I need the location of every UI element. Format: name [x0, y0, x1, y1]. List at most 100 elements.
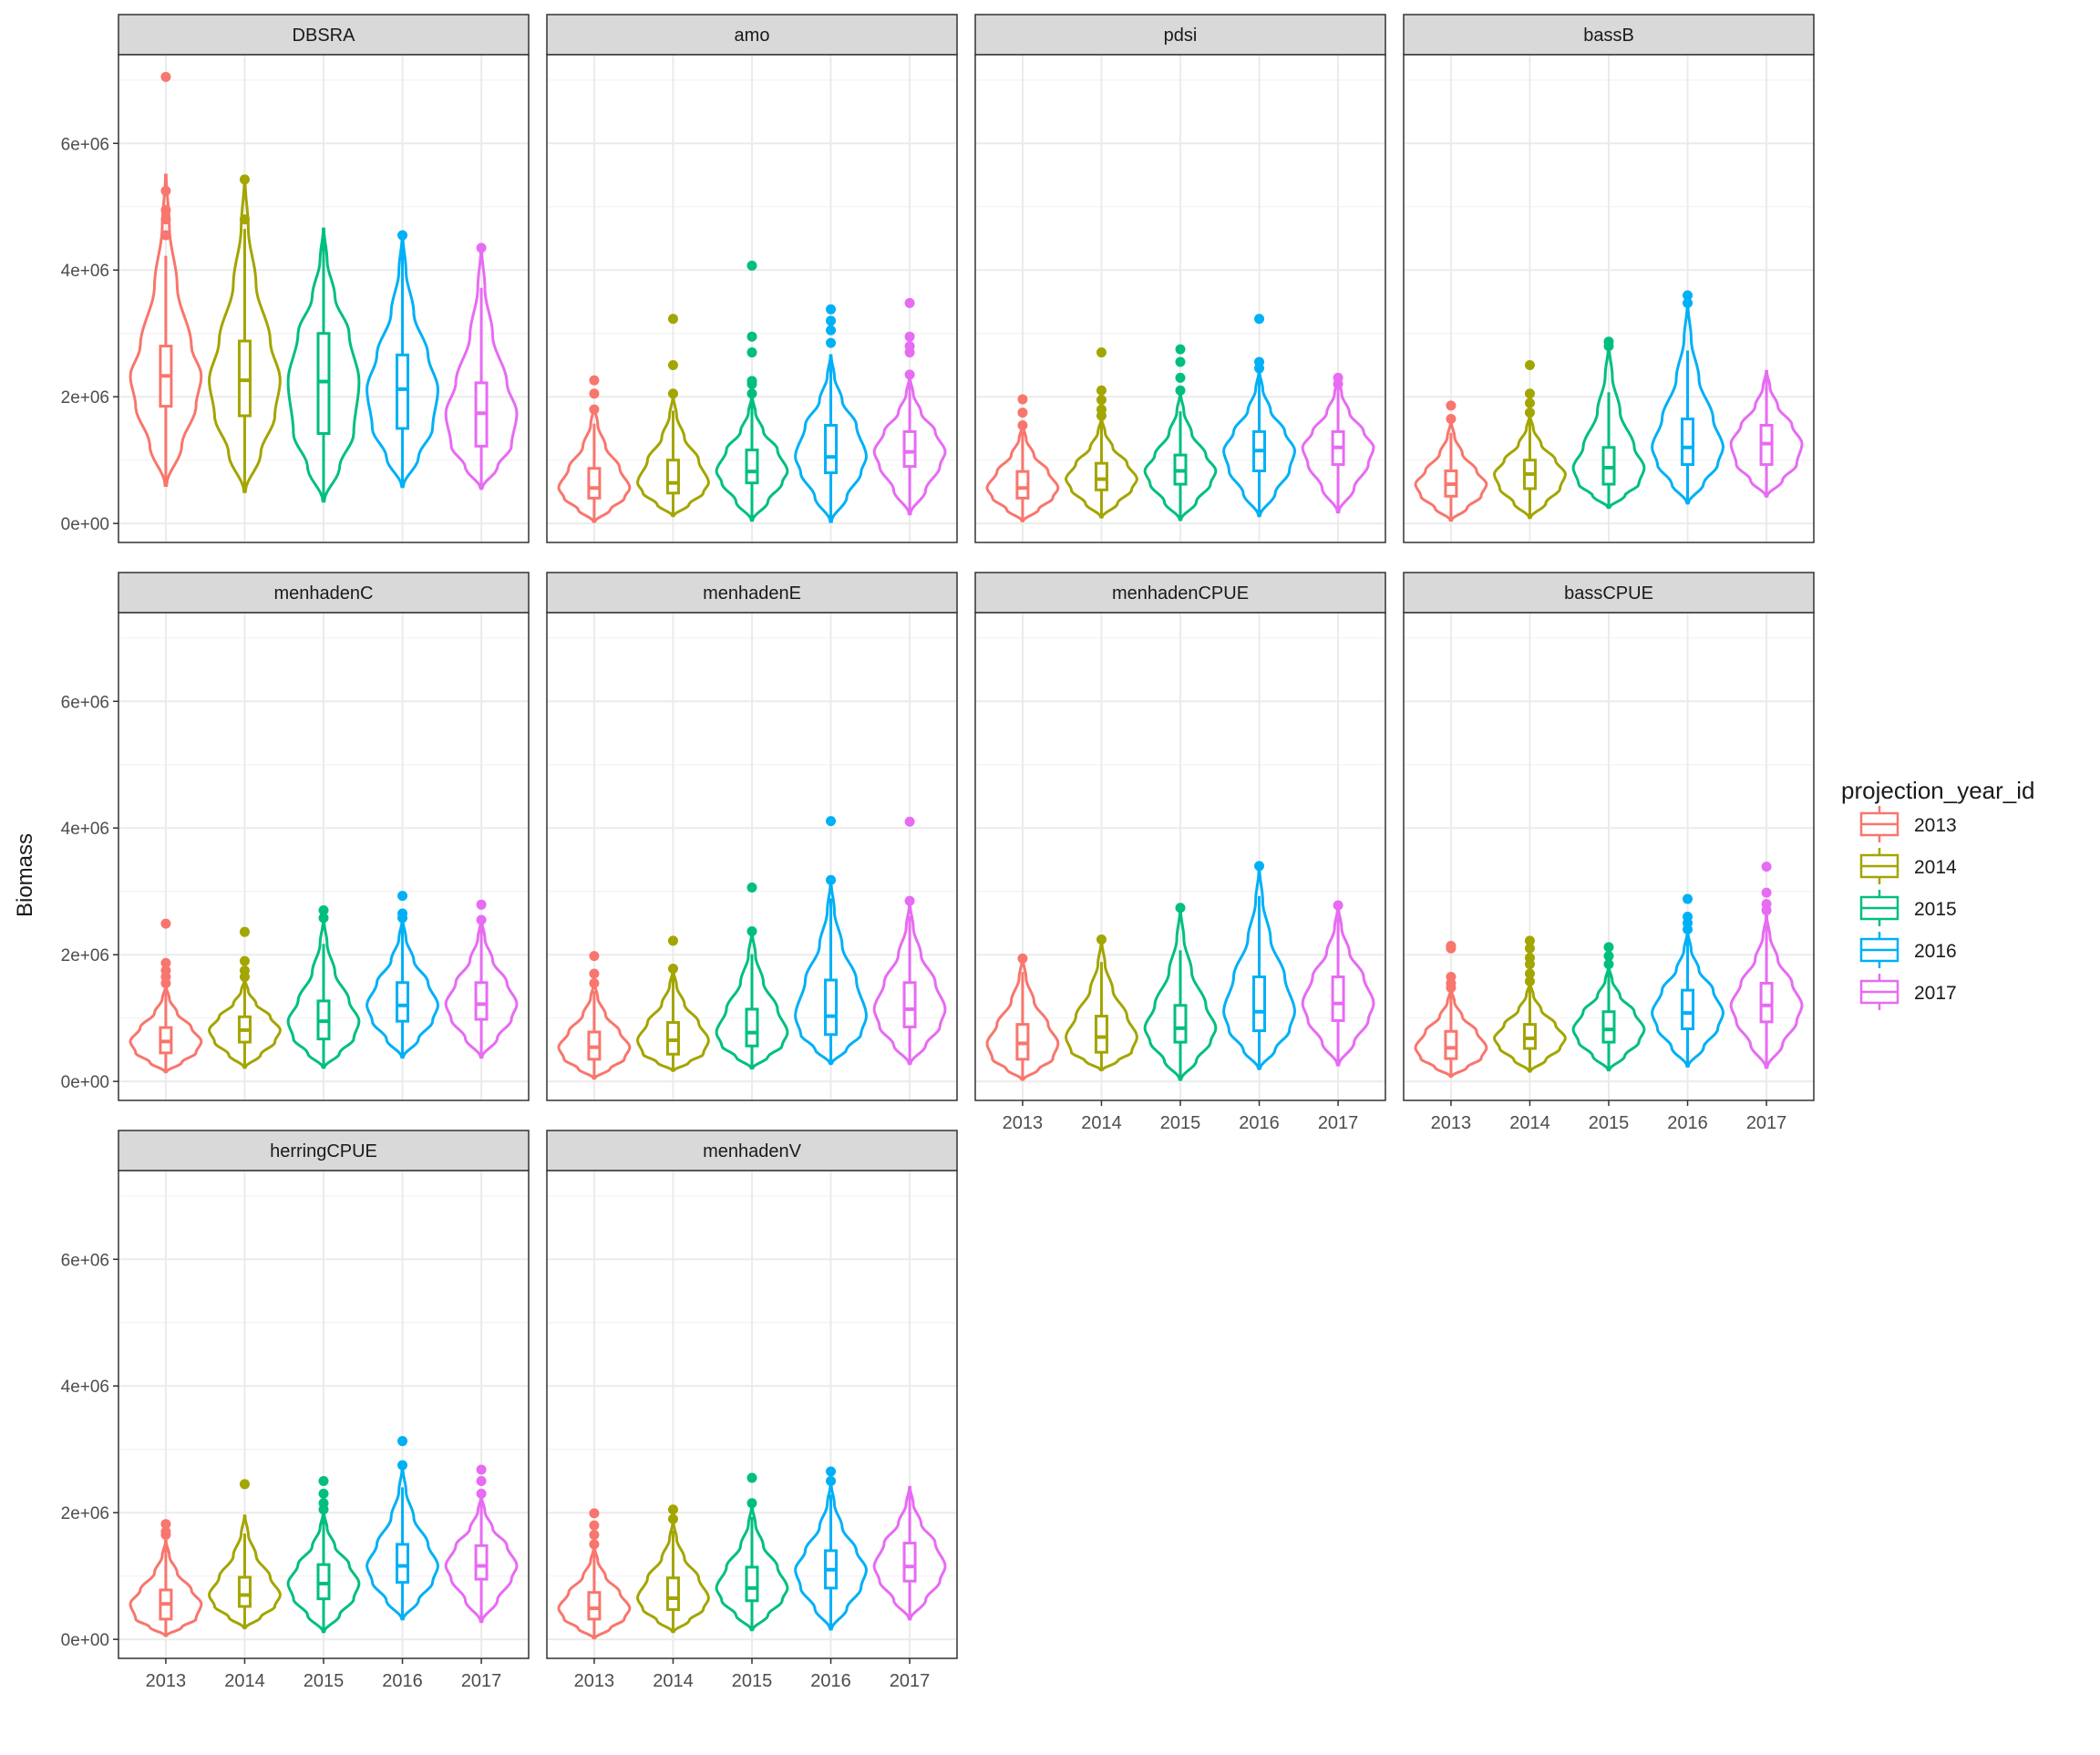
outlier-point	[826, 337, 837, 348]
outlier-point	[160, 918, 171, 929]
outlier-point	[1524, 397, 1535, 408]
facet-strip-label: menhadenC	[274, 583, 374, 604]
outlier-point	[746, 1498, 757, 1509]
outlier-point	[667, 1513, 678, 1524]
outlier-point	[1446, 400, 1457, 411]
outlier-point	[589, 1508, 600, 1519]
outlier-point	[239, 214, 250, 225]
outlier-point	[1254, 314, 1265, 325]
outlier-point	[1017, 419, 1028, 430]
box-2016	[824, 978, 839, 1037]
facet-strip	[974, 14, 1386, 56]
outlier-point	[589, 388, 600, 399]
y-tick-label: 2e+06	[61, 946, 109, 965]
outlier-point	[1175, 372, 1186, 383]
outlier-point	[318, 905, 329, 916]
legend: projection_year_id 2013 2014 2015 2016 2017	[1841, 777, 2034, 1010]
y-tick-label: 4e+06	[61, 262, 109, 281]
outlier-point	[397, 1460, 408, 1471]
outlier-point	[667, 314, 678, 325]
legend-label: 2017	[1914, 983, 1957, 1004]
x-tick-label: 2017	[1318, 1113, 1359, 1133]
outlier-point	[746, 260, 757, 271]
outlier-point	[1175, 344, 1186, 355]
outlier-point	[1683, 290, 1693, 301]
outlier-point	[1254, 356, 1265, 367]
outlier-point	[160, 71, 171, 82]
outlier-point	[1761, 899, 1772, 910]
outlier-point	[1524, 359, 1535, 370]
legend-label: 2015	[1914, 899, 1957, 920]
box-2014	[237, 1575, 252, 1608]
outlier-point	[318, 1488, 329, 1499]
outlier-point	[904, 341, 915, 352]
outlier-point	[397, 1436, 408, 1447]
outlier-point	[318, 1475, 329, 1486]
outlier-point	[746, 376, 757, 387]
facet-strip-label: herringCPUE	[270, 1141, 377, 1161]
y-tick-label: 0e+00	[61, 1631, 109, 1650]
outlier-point	[1524, 943, 1535, 954]
outlier-point	[1603, 336, 1614, 347]
outlier-point	[476, 1488, 487, 1499]
outlier-point	[746, 883, 757, 893]
outlier-point	[239, 174, 250, 185]
legend-label: 2014	[1914, 857, 1957, 878]
outlier-point	[904, 331, 915, 342]
outlier-point	[160, 204, 171, 215]
y-tick-label: 6e+06	[61, 1251, 109, 1270]
x-tick-label: 2017	[461, 1671, 502, 1691]
x-tick-label: 2014	[1081, 1113, 1122, 1133]
outlier-point	[1096, 347, 1107, 358]
box-2015	[745, 1007, 759, 1048]
outlier-point	[160, 1526, 171, 1537]
panel-border	[118, 54, 530, 543]
outlier-point	[476, 914, 487, 925]
legend-key-2013	[1859, 806, 1899, 842]
facet-panel-pdsi: pdsi	[974, 14, 1386, 543]
panel-border	[546, 612, 958, 1101]
facet-strip-label: bassB	[1583, 26, 1634, 46]
outlier-point	[667, 963, 678, 974]
outlier-point	[1446, 414, 1457, 425]
box-2015	[316, 332, 331, 435]
outlier-point	[826, 874, 837, 885]
x-tick-label: 2014	[224, 1671, 265, 1691]
y-tick-label: 0e+00	[61, 515, 109, 534]
x-tick-label: 2017	[1746, 1113, 1787, 1133]
outlier-point	[239, 955, 250, 966]
y-tick-label: 2e+06	[61, 388, 109, 408]
violin-2017	[1729, 915, 1804, 1069]
facet-panel-menhadenV: menhadenV 2013 2014 2015 2016 2017	[546, 1130, 958, 1691]
x-tick-label: 2013	[574, 1671, 615, 1691]
outlier-point	[904, 816, 915, 827]
outlier-point	[476, 899, 487, 910]
box-2014	[665, 1576, 680, 1612]
box-2013	[587, 1591, 602, 1621]
outlier-point	[1683, 893, 1693, 904]
outlier-point	[397, 230, 408, 241]
box-2017	[902, 429, 917, 469]
outlier-point	[589, 375, 600, 386]
box-2014	[1522, 1023, 1537, 1050]
outlier-point	[476, 1464, 487, 1475]
y-tick-label: 2e+06	[61, 1504, 109, 1523]
facet-strip-label: menhadenV	[703, 1141, 802, 1161]
facet-strip	[118, 572, 530, 614]
outlier-point	[318, 1498, 329, 1509]
box-2017	[474, 981, 489, 1021]
outlier-point	[667, 388, 678, 399]
outlier-point	[826, 1466, 837, 1477]
violin-2013	[129, 1540, 203, 1637]
box-2013	[587, 467, 602, 500]
legend-key-2016	[1859, 932, 1899, 968]
outlier-point	[1096, 395, 1107, 406]
outlier-point	[826, 816, 837, 827]
x-tick-label: 2013	[1003, 1113, 1044, 1133]
x-tick-label: 2015	[1589, 1113, 1630, 1133]
outlier-point	[397, 891, 408, 902]
facet-strip	[546, 1130, 958, 1172]
facet-panel-menhadenCPUE: menhadenCPUE 2013 2014 2015 2016 2017	[974, 572, 1386, 1133]
x-tick-label: 2015	[304, 1671, 345, 1691]
